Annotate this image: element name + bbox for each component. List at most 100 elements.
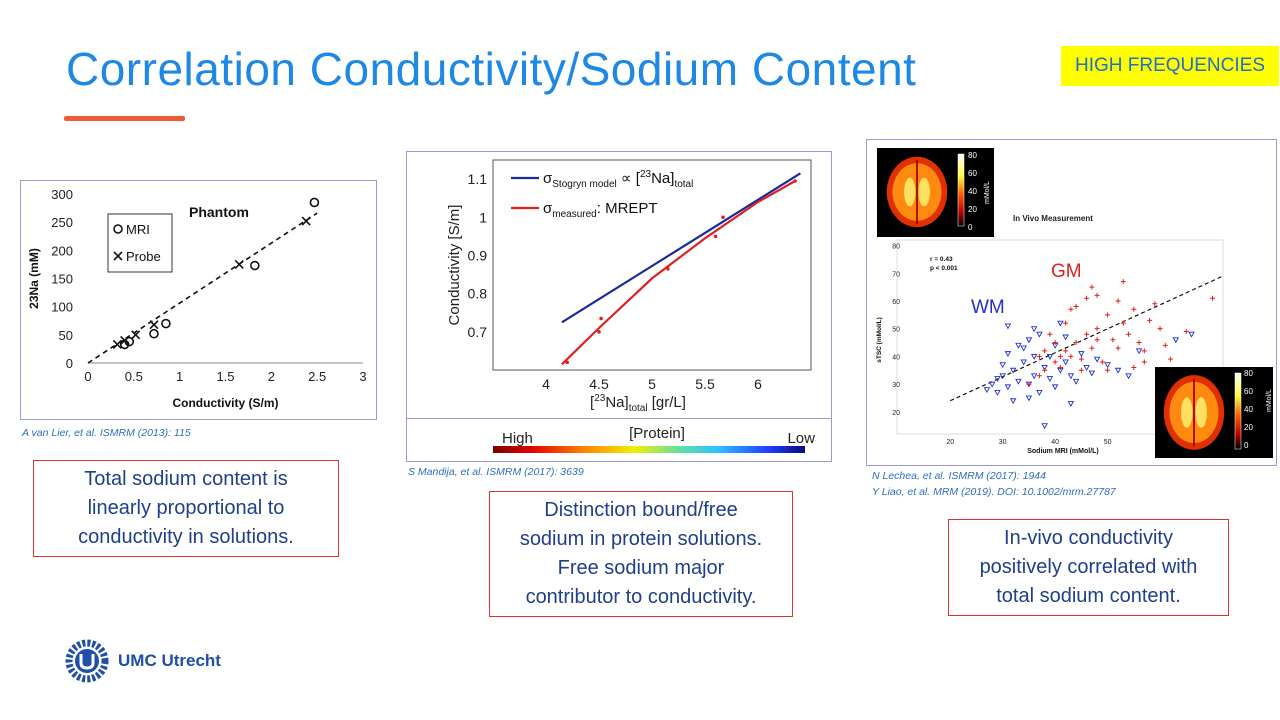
colorbar-top-tick: 0 <box>968 223 973 232</box>
brain-map-ventricle-left <box>904 177 916 207</box>
gm-point <box>1026 381 1032 387</box>
wm-point <box>1125 373 1132 380</box>
y-tick-label: 200 <box>51 243 73 258</box>
colorbar-top-tick: 80 <box>968 151 977 160</box>
gm-point <box>1105 312 1111 318</box>
gm-point <box>1068 353 1074 359</box>
gm-point <box>1210 295 1216 301</box>
x-tick-label: 4 <box>542 376 550 392</box>
gm-point <box>1120 320 1126 326</box>
gm-point <box>1162 342 1168 348</box>
gm-point <box>1141 359 1147 365</box>
umc-logo-icon <box>65 639 109 683</box>
colorbar-top-tick: 20 <box>968 205 977 214</box>
y-tick-label: 60 <box>892 299 900 306</box>
gm-point <box>1094 292 1100 298</box>
caption-middle-line: sodium in protein solutions. <box>519 528 763 550</box>
wm-point <box>1025 395 1033 402</box>
mri-point <box>161 318 171 329</box>
gm-point <box>1036 373 1042 379</box>
gm-point <box>1052 340 1058 346</box>
chart-title: In Vivo Measurement <box>1013 214 1093 223</box>
y-tick-label: 0.7 <box>468 324 488 340</box>
caption-left: Total sodium content is linearly proport… <box>33 460 339 557</box>
mri-point <box>250 260 260 271</box>
wm-point <box>1083 365 1090 371</box>
probe-point <box>120 335 130 346</box>
wm-point <box>1062 334 1069 341</box>
citation-middle: S Mandija, et al. ISMRM (2017): 3639 <box>408 466 584 478</box>
in-vivo-chart: 20304050607020304050607080Sodium MRI (mM… <box>876 148 1273 458</box>
wm-point <box>1067 373 1075 380</box>
caption-middle-line: Distinction bound/free <box>544 499 738 521</box>
x-axis-label: Sodium MRI (mMol/L) <box>1027 448 1099 455</box>
wm-point <box>1030 326 1038 333</box>
wm-point <box>994 376 1001 382</box>
fit-line <box>949 275 1224 402</box>
x-tick-label: 0 <box>84 369 91 384</box>
frequency-badge: HIGH FREQUENCIES <box>1061 46 1279 86</box>
y-tick-label: 30 <box>892 382 900 389</box>
x-tick-label: 1.5 <box>216 369 234 384</box>
legend-probe-label: Probe <box>126 249 161 264</box>
wm-point <box>1093 356 1101 363</box>
x-tick-label: 3 <box>359 369 366 384</box>
x-axis-label: Conductivity (S/m) <box>172 396 278 410</box>
colorbar-bottom-tick: 60 <box>1244 387 1253 396</box>
protein-colorbar-frame: High [Protein] Low <box>406 418 832 462</box>
legend-mri-label: MRI <box>126 222 150 237</box>
gm-point <box>1063 320 1069 326</box>
wm-point <box>1088 370 1096 377</box>
x-tick-label: 5 <box>648 376 656 392</box>
in-vivo-chart-frame: 20304050607020304050607080Sodium MRI (mM… <box>866 139 1277 466</box>
y-tick-label: 20 <box>892 410 900 417</box>
x-tick-label: 1 <box>176 369 183 384</box>
gm-point <box>1068 306 1074 312</box>
gm-point <box>1168 356 1174 362</box>
y-axis-label: Conductivity [S/m] <box>446 205 463 326</box>
gm-point <box>1036 353 1042 359</box>
wm-point <box>1020 345 1027 352</box>
wm-point <box>1015 342 1022 349</box>
colorbar-bottom-tick: 20 <box>1244 423 1253 432</box>
wm-point <box>1172 337 1180 344</box>
gm-point <box>1141 348 1147 354</box>
gm-point <box>1147 317 1153 323</box>
probe-point <box>149 320 159 330</box>
caption-left-line: linearly proportional to <box>87 497 285 519</box>
gm-point <box>1073 304 1079 310</box>
gm-point <box>1131 306 1137 312</box>
x-tick-label: 20 <box>946 439 954 446</box>
gm-point <box>1094 337 1100 343</box>
y-axis-label: sTSC (mMol/L) <box>876 317 883 363</box>
gm-point <box>1183 328 1189 334</box>
wm-label: WM <box>971 297 1005 318</box>
gm-point <box>1063 348 1069 354</box>
mrept-measured-line <box>561 180 796 366</box>
x-tick-label: 0.5 <box>125 369 143 384</box>
legend-probe-marker <box>113 251 123 261</box>
stats-r: r = 0.43 <box>930 256 953 263</box>
gm-point <box>1089 284 1095 290</box>
caption-right-line: total sodium content. <box>996 585 1181 607</box>
citation-left: A van Lier, et al. ISMRM (2013): 115 <box>22 427 191 439</box>
legend-measured-label: σmeasured: MREPT <box>543 200 658 220</box>
logo-text: UMC Utrecht <box>118 651 221 670</box>
plot-border <box>896 239 1224 435</box>
wm-point <box>1072 378 1080 385</box>
colorbar-top-unit: mMol/L <box>984 181 991 204</box>
x-tick-label: 4.5 <box>589 376 609 392</box>
y-tick-label: 40 <box>892 354 900 361</box>
caption-middle-line: Free sodium major <box>557 557 725 579</box>
caption-right-line: In-vivo conductivity <box>1004 527 1173 549</box>
mrept-point <box>793 179 797 183</box>
mri-point <box>309 197 320 208</box>
gm-point <box>1042 367 1048 373</box>
caption-middle: Distinction bound/free sodium in protein… <box>489 491 793 617</box>
probe-point <box>131 330 141 340</box>
x-tick-label: 30 <box>999 439 1007 446</box>
wm-point <box>1025 337 1033 344</box>
colorbar-top-tick: 40 <box>968 187 977 196</box>
gm-point <box>1120 279 1126 285</box>
colorbar-low-label: Low <box>787 430 815 447</box>
